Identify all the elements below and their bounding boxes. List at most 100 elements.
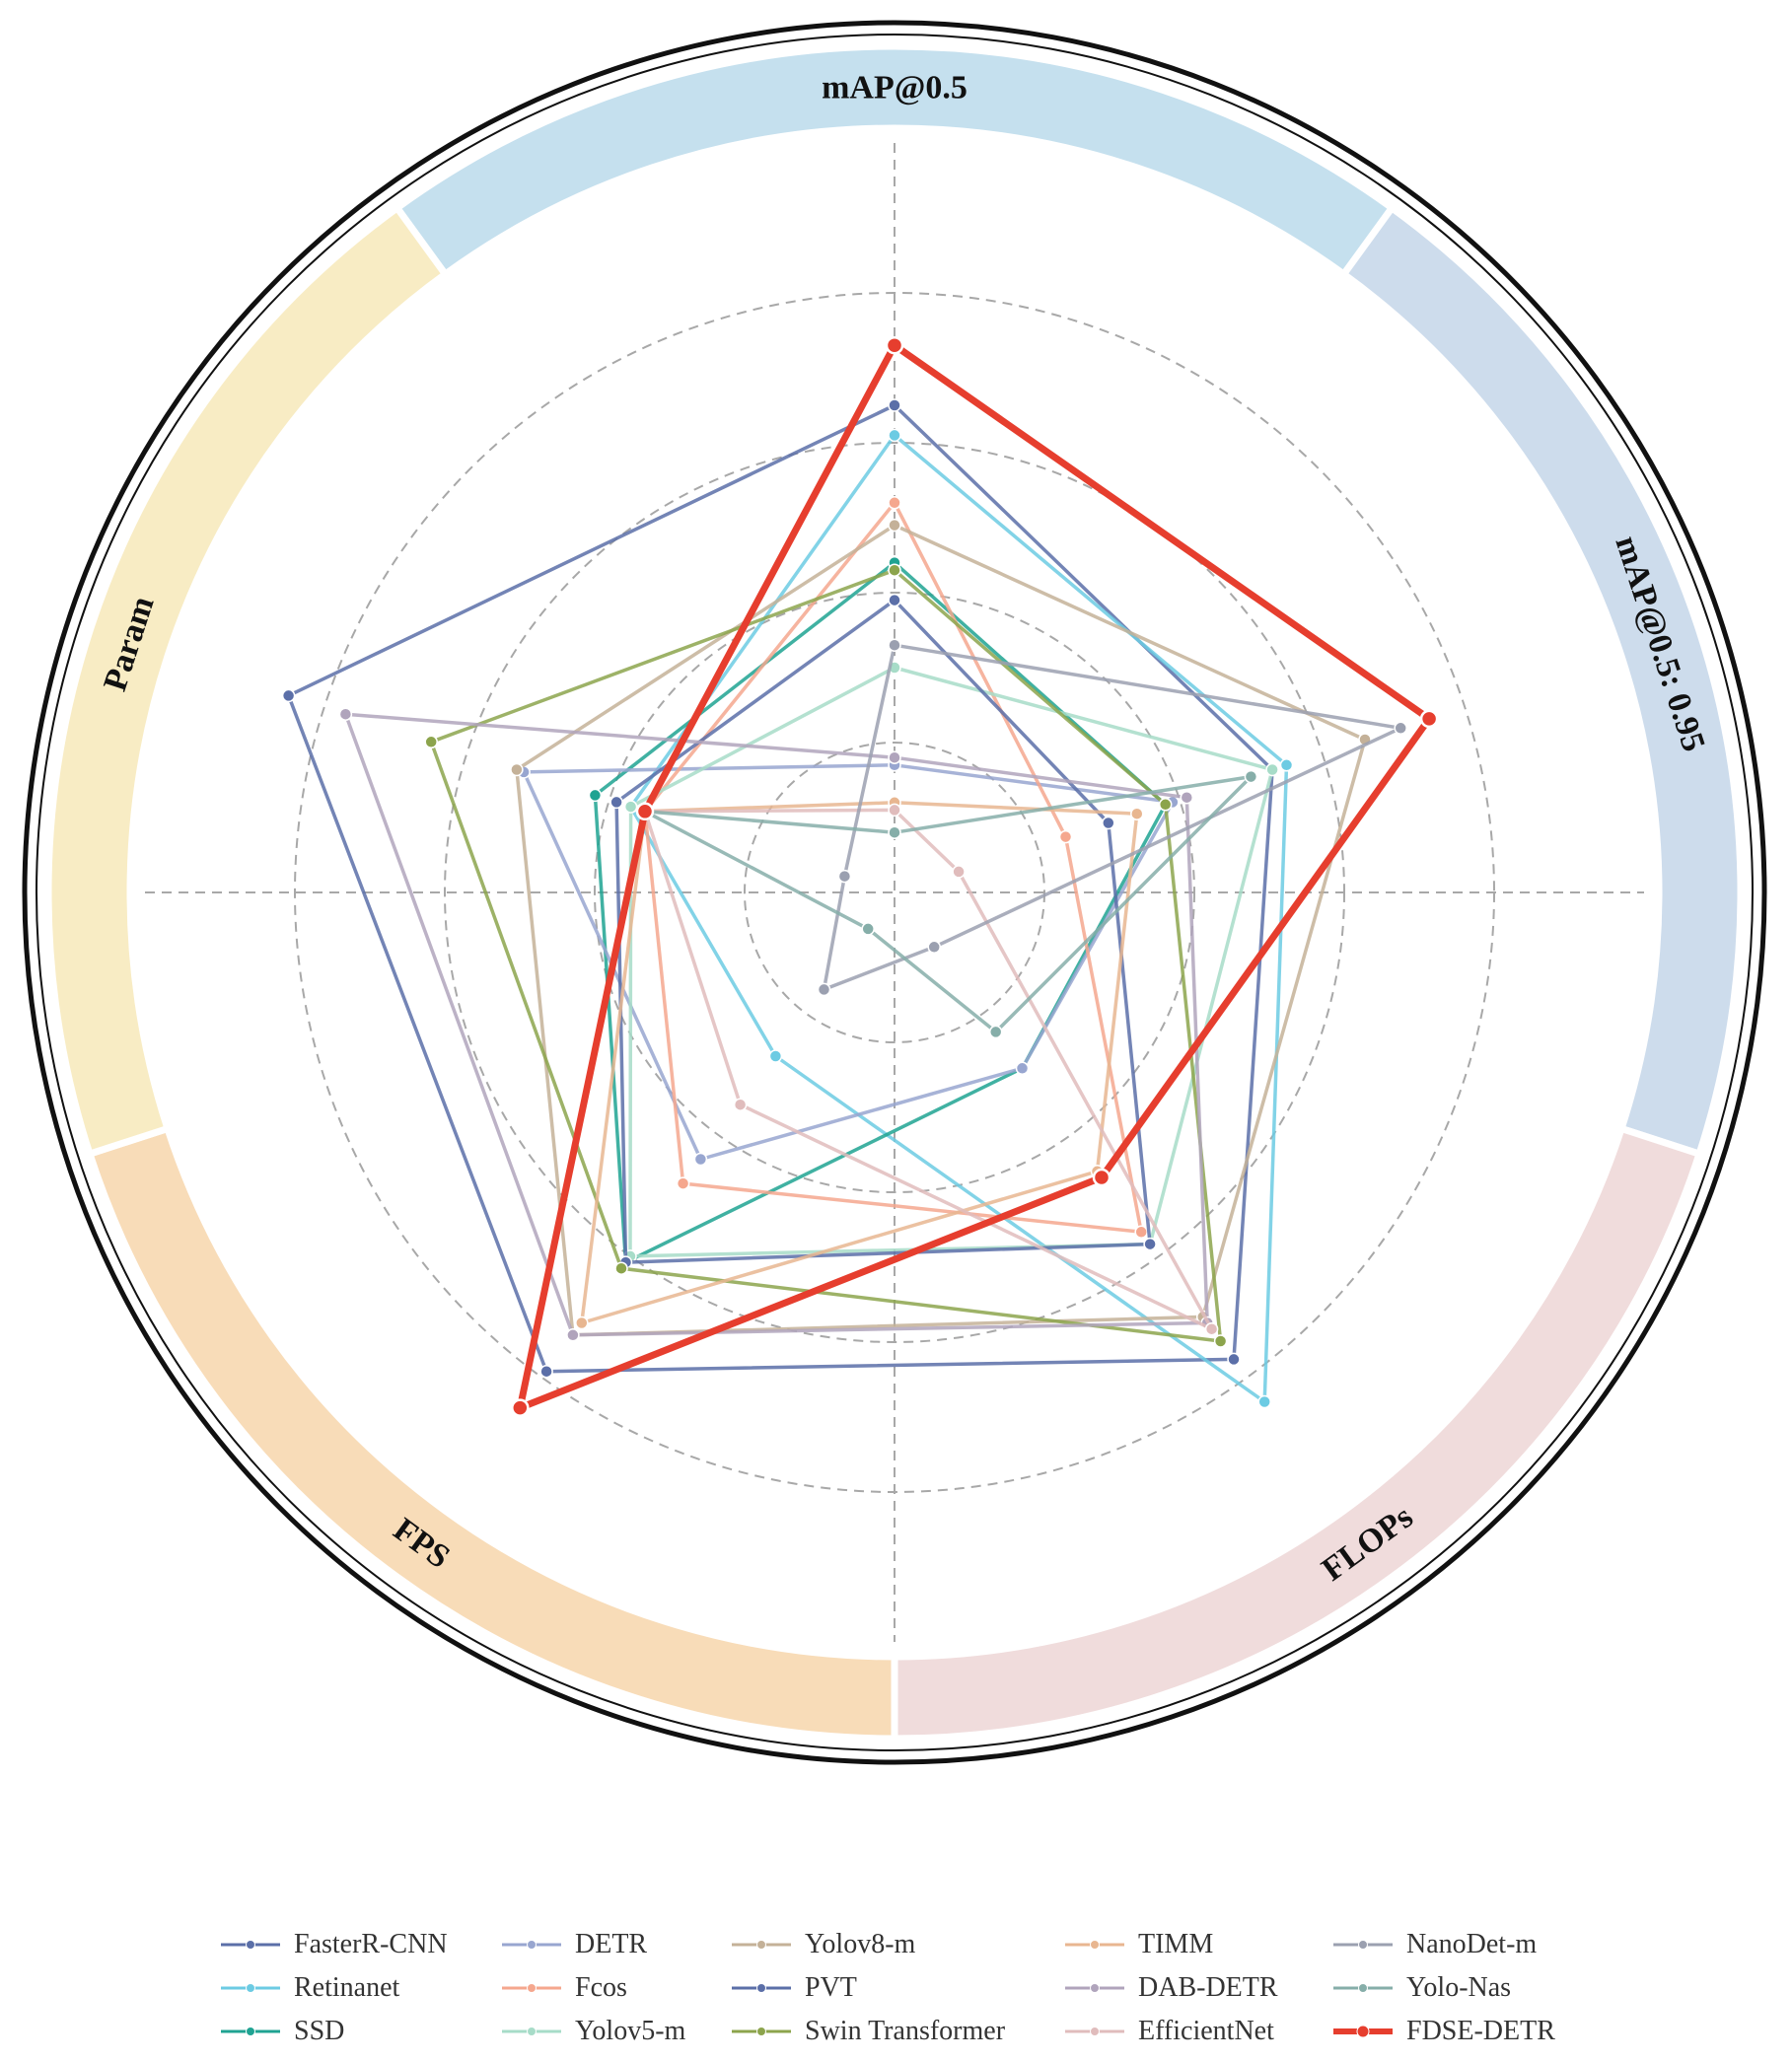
- legend-item-fcos: Fcos: [500, 1966, 730, 2010]
- series-line: [643, 808, 1214, 1331]
- legend-swatch: [1065, 1983, 1124, 1993]
- data-point: [511, 1398, 530, 1417]
- sector-param: [44, 202, 451, 1159]
- legend-swatch: [502, 1983, 561, 1993]
- data-point: [614, 1261, 628, 1275]
- outer-ring-thin: [36, 34, 1754, 1751]
- data-point: [1180, 790, 1194, 805]
- series-line: [515, 523, 1367, 1337]
- data-point: [1227, 1352, 1241, 1367]
- data-point: [1158, 798, 1173, 812]
- series-swin-transformer: [424, 563, 1228, 1348]
- outer-ring-thick: [22, 20, 1767, 1765]
- legend-label: Retinanet: [294, 1972, 400, 2003]
- data-point: [1257, 1394, 1271, 1409]
- legend-label: EfficientNet: [1138, 2016, 1274, 2046]
- data-point: [609, 795, 623, 810]
- data-point: [888, 398, 901, 412]
- legend-label: Yolo-Nas: [1406, 1972, 1512, 2003]
- legend-label: FasterR-CNN: [294, 1929, 448, 1959]
- legend-swatch: [221, 2027, 280, 2036]
- legend-label: Yolov8-m: [805, 1929, 916, 1959]
- series-line: [628, 666, 1274, 1258]
- legend-item-timm: TIMM: [1063, 1923, 1331, 1966]
- legend-swatch: [1333, 1983, 1393, 1993]
- data-point: [1244, 769, 1258, 784]
- legend-swatch: [502, 1940, 561, 1950]
- legend-label: Yolov5-m: [575, 2016, 686, 2046]
- series-line: [643, 774, 1254, 1034]
- data-point: [1015, 1061, 1030, 1076]
- series-line: [822, 643, 1402, 992]
- data-point: [837, 869, 852, 884]
- legend-swatch: [1065, 2027, 1124, 2036]
- grid-ring: [744, 742, 1045, 1043]
- data-point: [1143, 1237, 1157, 1251]
- legend-swatch: [1333, 2025, 1393, 2038]
- legend-item-efficientnet: EfficientNet: [1063, 2010, 1331, 2053]
- data-point: [888, 825, 901, 839]
- data-point: [676, 1176, 690, 1190]
- data-point: [1102, 816, 1115, 830]
- legend-label: PVT: [805, 1972, 857, 2003]
- data-point: [861, 922, 875, 936]
- legend-item-detr: DETR: [500, 1923, 730, 1966]
- data-point: [338, 707, 353, 721]
- data-point: [1419, 709, 1439, 729]
- legend-label: TIMM: [1138, 1929, 1214, 1959]
- legend-item-retinanet: Retinanet: [219, 1966, 500, 2010]
- data-point: [888, 593, 901, 607]
- series-dab-detr: [338, 707, 1214, 1342]
- data-point: [888, 750, 901, 764]
- series-line: [614, 598, 1152, 1264]
- series-line: [628, 433, 1289, 1404]
- data-point: [1394, 721, 1407, 736]
- legend-swatch: [221, 1940, 280, 1950]
- radar-grid: [145, 143, 1644, 1642]
- legend-swatch: [502, 2027, 561, 2036]
- legend-label: DETR: [575, 1929, 648, 1959]
- data-point: [588, 788, 603, 803]
- legend-item-pvt: PVT: [730, 1966, 1063, 2010]
- legend-label: Fcos: [575, 1972, 627, 2003]
- data-point: [888, 496, 901, 510]
- data-point: [1204, 1321, 1219, 1336]
- series-fcos: [638, 496, 1148, 1240]
- series-fdse-detr: [511, 335, 1439, 1417]
- data-point: [927, 940, 941, 955]
- legend-swatch: [1065, 1940, 1124, 1950]
- data-point: [888, 518, 901, 533]
- legend-item-yolov5-m: Yolov5-m: [500, 2010, 730, 2053]
- legend-swatch: [732, 1983, 791, 1993]
- data-point: [693, 1152, 708, 1167]
- data-point: [733, 1098, 748, 1111]
- data-point: [952, 865, 966, 879]
- data-point: [1265, 762, 1279, 777]
- legend-swatch: [221, 1983, 280, 1993]
- data-point: [1134, 1225, 1148, 1240]
- data-point: [988, 1025, 1003, 1039]
- legend-label: NanoDet-m: [1406, 1929, 1538, 1959]
- series-pvt: [609, 593, 1157, 1269]
- legend-swatch: [732, 1940, 791, 1950]
- series-retinanet: [623, 428, 1294, 1409]
- data-point: [888, 563, 901, 577]
- legend-item-swin-transformer: Swin Transformer: [730, 2010, 1063, 2053]
- legend-item-ssd: SSD: [219, 2010, 500, 2053]
- series-line: [516, 341, 1433, 1412]
- series-line: [643, 501, 1143, 1235]
- data-point: [575, 1316, 589, 1330]
- data-point: [539, 1364, 553, 1379]
- data-point: [888, 803, 901, 818]
- legend-item-fasterr-cnn: FasterR-CNN: [219, 1923, 500, 1966]
- grid-ring: [294, 292, 1495, 1493]
- legend-label: FDSE-DETR: [1406, 2016, 1555, 2046]
- legend-item-nanodet-m: NanoDet-m: [1331, 1923, 1588, 1966]
- category-ring: [44, 42, 1745, 1743]
- data-point: [510, 762, 524, 777]
- data-point: [768, 1049, 783, 1063]
- series-line: [429, 568, 1223, 1343]
- data-point: [888, 638, 901, 652]
- data-point: [424, 735, 438, 749]
